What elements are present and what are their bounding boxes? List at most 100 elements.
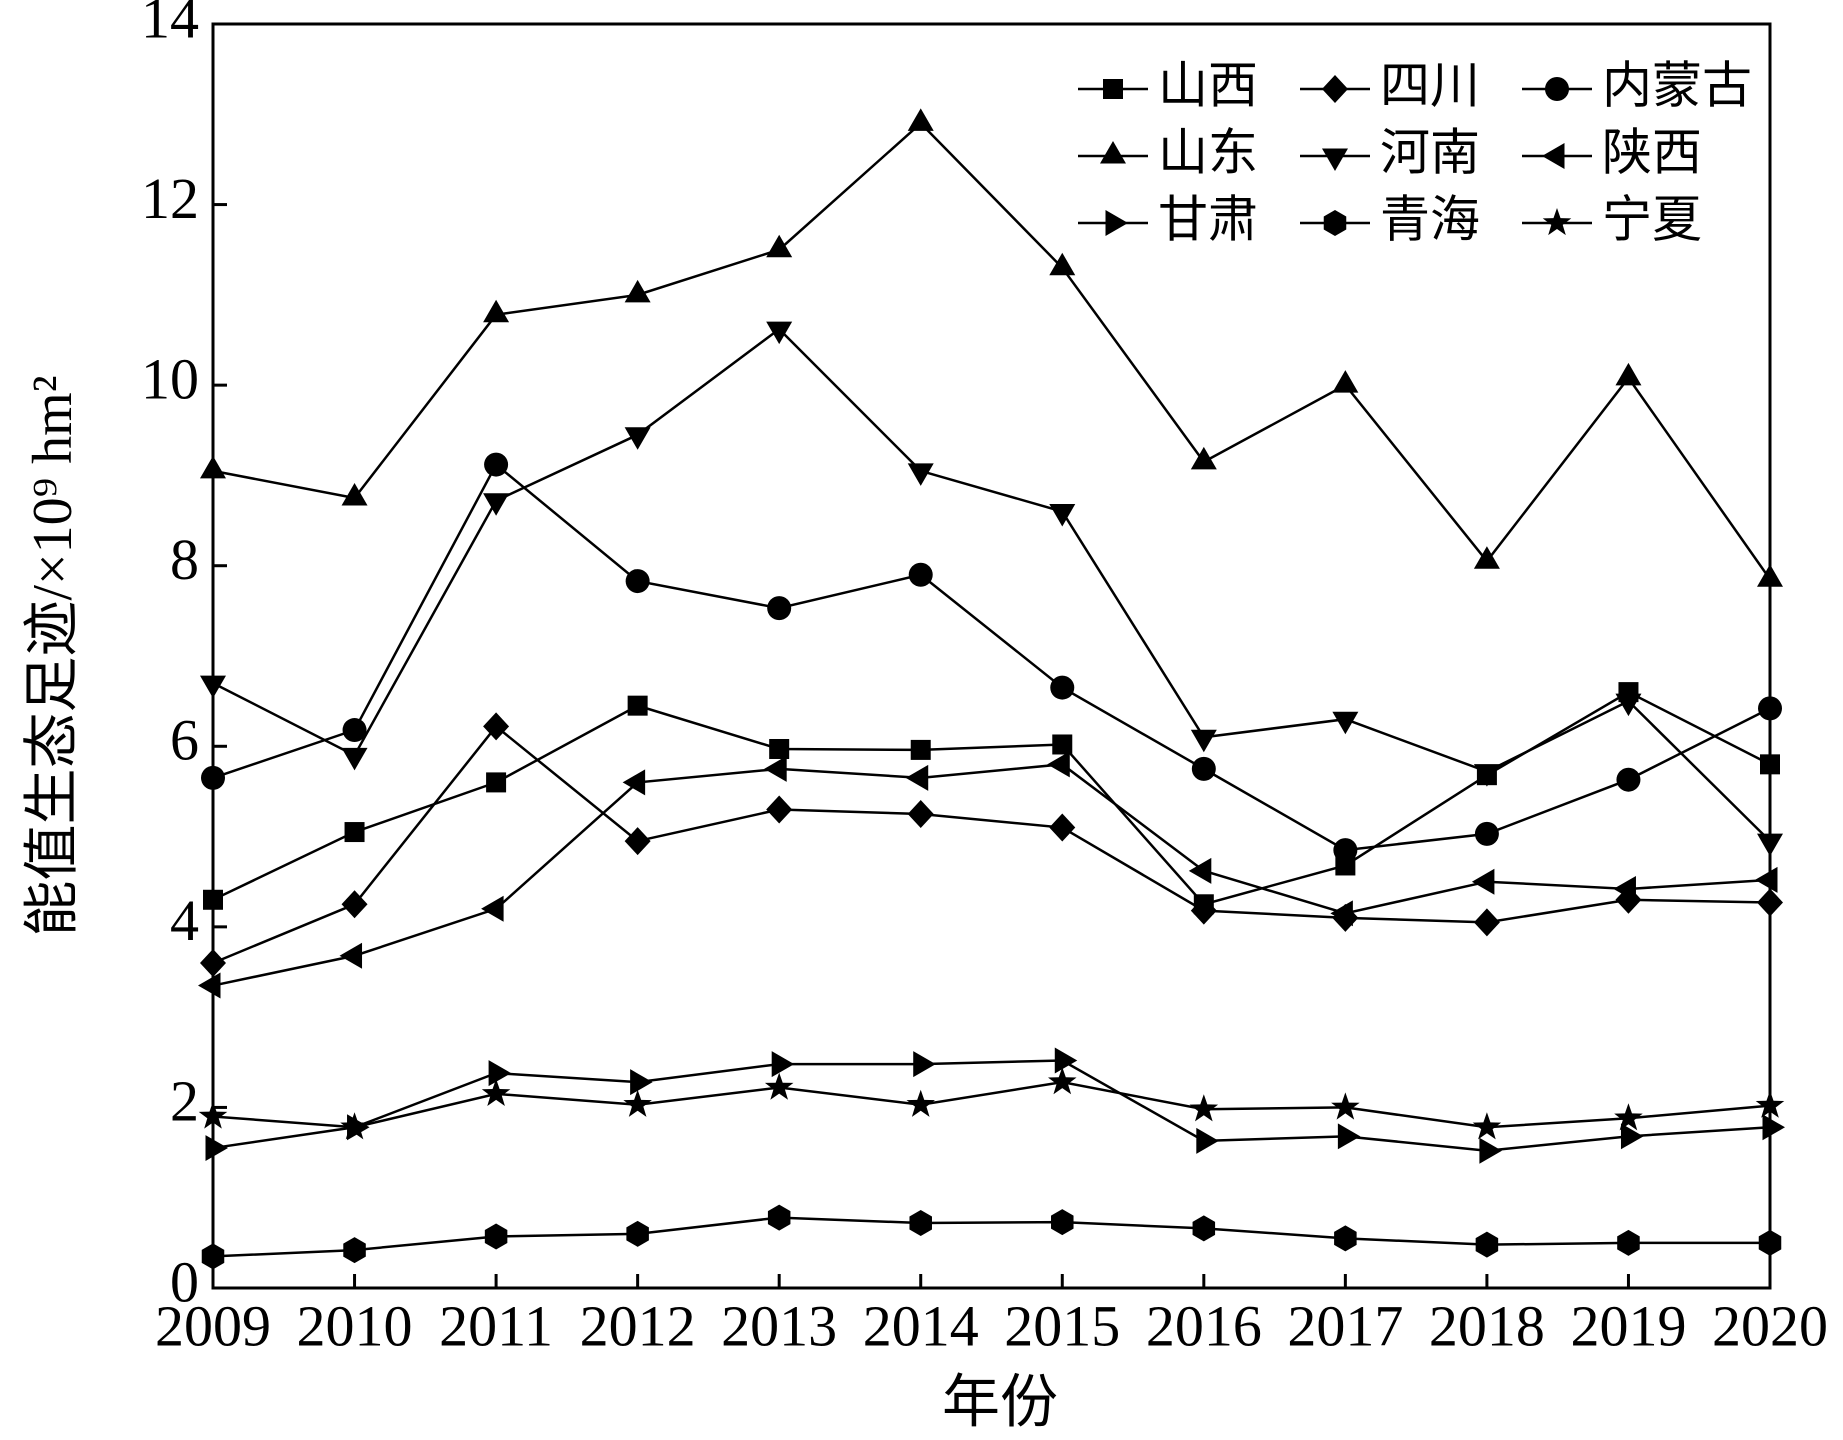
- x-tick-label: 2017: [1287, 1293, 1403, 1358]
- data-point: [1196, 1127, 1219, 1154]
- data-point: [1330, 900, 1353, 927]
- data-point: [624, 279, 651, 303]
- legend-marker: [1323, 210, 1347, 236]
- data-point: [1614, 1103, 1643, 1131]
- data-point: [1048, 1067, 1077, 1095]
- data-point: [907, 800, 934, 828]
- data-point: [203, 889, 223, 910]
- data-point: [1337, 1123, 1361, 1150]
- data-point: [913, 1051, 936, 1078]
- data-point: [1333, 838, 1358, 863]
- data-point: [1473, 546, 1500, 569]
- data-point: [205, 1135, 228, 1162]
- data-point: [766, 795, 793, 824]
- data-point: [1190, 896, 1217, 925]
- data-point: [1755, 1090, 1785, 1118]
- data-point: [341, 483, 368, 506]
- data-point: [1615, 362, 1642, 386]
- data-point: [1474, 821, 1499, 846]
- data-point: [1617, 1229, 1640, 1256]
- data-point: [1757, 564, 1783, 587]
- x-tick-label: 2010: [297, 1293, 413, 1358]
- legend-marker: [1103, 79, 1123, 99]
- legend-marker: [1322, 148, 1348, 171]
- data-point: [1188, 857, 1212, 884]
- series-line: [212, 462, 1771, 852]
- data-point: [484, 1223, 508, 1250]
- data-point: [1758, 696, 1782, 721]
- y-tick-label: 2: [170, 1069, 199, 1134]
- data-point: [483, 299, 510, 323]
- data-point: [767, 1204, 791, 1231]
- data-point: [1190, 446, 1217, 470]
- data-point: [764, 1072, 794, 1100]
- data-point: [1475, 1231, 1499, 1258]
- legend-label: 青海: [1380, 191, 1480, 247]
- legend-label: 山西: [1158, 57, 1258, 113]
- y-tick-label: 0: [170, 1249, 199, 1314]
- data-point: [1473, 764, 1500, 787]
- data-point: [481, 895, 504, 922]
- y-tick-label: 6: [170, 708, 199, 773]
- data-point: [1760, 754, 1780, 775]
- data-point: [1049, 813, 1076, 842]
- data-point: [906, 1089, 935, 1117]
- data-point: [483, 712, 510, 741]
- data-point: [909, 1209, 932, 1236]
- legend-label: 四川: [1380, 57, 1480, 113]
- series-line: [212, 1216, 1770, 1258]
- x-tick-label: 2014: [863, 1293, 979, 1358]
- series-line: [212, 327, 1771, 842]
- data-point: [488, 1060, 512, 1087]
- legend-label: 河南: [1380, 124, 1480, 180]
- legend-label: 山东: [1158, 124, 1258, 180]
- data-point: [1332, 370, 1359, 393]
- data-point: [1051, 1209, 1074, 1236]
- data-point: [623, 1089, 652, 1117]
- x-tick-label: 2009: [155, 1293, 271, 1358]
- data-point: [200, 675, 226, 699]
- data-point: [625, 569, 650, 594]
- y-tick-label: 4: [170, 888, 199, 953]
- data-point: [1758, 1229, 1782, 1256]
- data-point: [908, 562, 933, 587]
- data-point: [1757, 833, 1783, 857]
- series-line: [212, 121, 1772, 580]
- series-line: [212, 1080, 1771, 1129]
- data-point: [1189, 1094, 1219, 1122]
- data-point: [1615, 693, 1642, 717]
- data-point: [483, 493, 510, 516]
- x-tick-label: 2020: [1712, 1293, 1828, 1358]
- legend-marker: [1100, 141, 1126, 164]
- x-tick-label: 2019: [1570, 1293, 1686, 1358]
- x-tick-label: 2013: [721, 1293, 837, 1358]
- data-point: [201, 1243, 225, 1270]
- x-tick-label: 2018: [1429, 1293, 1545, 1358]
- data-point: [626, 1220, 649, 1247]
- data-point: [341, 747, 368, 771]
- legend-label: 甘肃: [1158, 191, 1258, 247]
- data-point: [1332, 711, 1359, 735]
- data-point: [630, 1069, 653, 1096]
- data-point: [910, 739, 931, 760]
- data-point: [766, 321, 793, 345]
- data-point: [1473, 908, 1500, 937]
- x-tick-label: 2015: [1004, 1293, 1120, 1358]
- data-point: [481, 1078, 511, 1107]
- data-point: [343, 1237, 366, 1264]
- data-point: [1613, 875, 1636, 902]
- plot-frame: [211, 22, 1772, 1290]
- data-point: [340, 1112, 369, 1140]
- legend-marker: [1542, 143, 1565, 169]
- data-point: [201, 765, 225, 790]
- data-point: [1471, 868, 1495, 895]
- series-line: [212, 763, 1771, 987]
- data-point: [200, 455, 226, 479]
- data-point: [1472, 1112, 1502, 1140]
- y-tick-label: 8: [170, 527, 199, 592]
- data-point: [907, 463, 934, 486]
- data-point: [764, 755, 787, 782]
- y-tick-label: 10: [141, 346, 199, 411]
- data-point: [1334, 1225, 1357, 1252]
- data-point: [1757, 888, 1783, 917]
